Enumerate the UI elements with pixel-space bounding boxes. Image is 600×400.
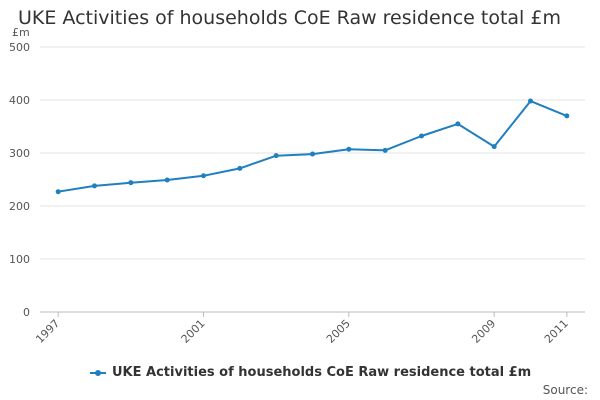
y-axis-unit-label: £m xyxy=(12,26,30,39)
data-point[interactable] xyxy=(164,177,170,183)
chart-title: UKE Activities of households CoE Raw res… xyxy=(18,7,561,29)
y-tick-label: 100 xyxy=(9,253,30,266)
data-point[interactable] xyxy=(455,121,461,127)
data-point[interactable] xyxy=(491,144,497,150)
legend-label: UKE Activities of households CoE Raw res… xyxy=(112,365,532,380)
x-tick-label: 2011 xyxy=(542,317,571,346)
source-label: Source: xyxy=(542,383,588,397)
series-group xyxy=(55,98,570,195)
data-point[interactable] xyxy=(310,151,315,157)
y-tick-label: 200 xyxy=(9,200,30,213)
data-point[interactable] xyxy=(273,153,279,159)
gridlines xyxy=(40,46,585,313)
y-tick-label: 300 xyxy=(9,147,30,160)
data-point[interactable] xyxy=(528,98,533,104)
data-point[interactable] xyxy=(382,147,388,153)
y-tick-label: 0 xyxy=(23,306,30,319)
x-tick-label: 2001 xyxy=(179,317,208,346)
data-point[interactable] xyxy=(346,146,352,152)
data-point[interactable] xyxy=(564,113,570,119)
data-point[interactable] xyxy=(201,173,206,179)
legend-line-marker-icon xyxy=(90,369,106,376)
y-tick-label: 500 xyxy=(9,41,30,54)
data-point[interactable] xyxy=(92,183,97,189)
series-line xyxy=(58,100,568,193)
y-tick-label: 400 xyxy=(9,94,30,107)
data-point[interactable] xyxy=(419,133,424,139)
x-axis-ticks: 1997 2001 2005 2009 2011 xyxy=(33,312,571,346)
y-axis-ticks: 0 100 200 300 400 500 xyxy=(9,41,30,319)
x-tick-label: 2005 xyxy=(324,317,353,346)
data-point[interactable] xyxy=(55,189,61,195)
x-tick-label: 1997 xyxy=(33,317,62,346)
data-point[interactable] xyxy=(128,180,134,186)
legend[interactable]: UKE Activities of households CoE Raw res… xyxy=(90,365,531,380)
x-tick-label: 2009 xyxy=(469,317,498,346)
data-point[interactable] xyxy=(237,165,243,171)
